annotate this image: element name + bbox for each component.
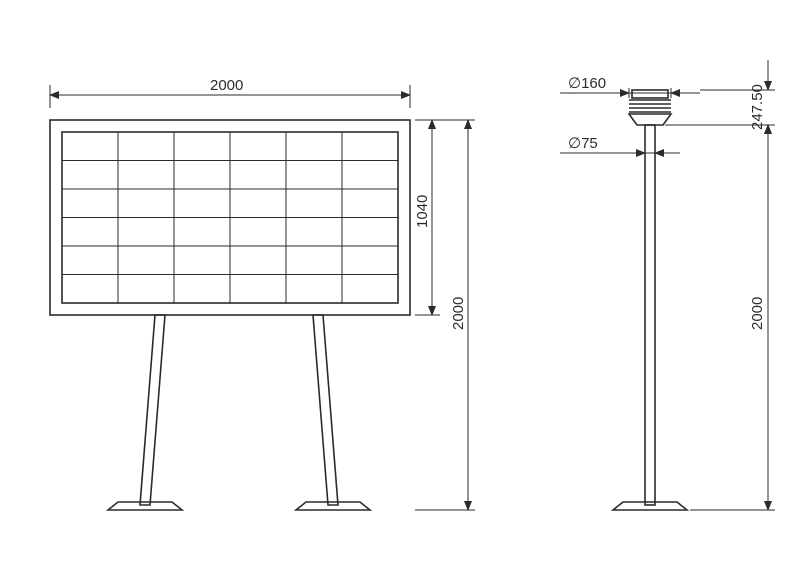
dim-head-height: 247.50 <box>665 60 775 145</box>
dim-pole-diameter: ∅75 <box>560 135 680 160</box>
engineering-drawing: 2000 1040 2000 ∅160 <box>0 0 800 563</box>
dim-head-height-label: 247.50 <box>749 84 766 130</box>
front-post-right <box>296 315 370 510</box>
dim-head-diameter: ∅160 <box>560 75 700 98</box>
side-pole <box>613 125 687 510</box>
dim-total-height-label: 2000 <box>450 297 467 330</box>
dim-width: 2000 <box>50 77 410 108</box>
dim-width-label: 2000 <box>210 77 243 94</box>
side-head <box>629 90 671 125</box>
dim-panel-height-label: 1040 <box>414 195 431 228</box>
dim-side-height-label: 2000 <box>749 297 766 330</box>
dim-pole-diameter-label: ∅75 <box>568 135 598 152</box>
dim-panel-height: 1040 <box>414 120 440 315</box>
dim-side-height: 2000 <box>690 125 775 510</box>
dim-head-diameter-label: ∅160 <box>568 75 606 92</box>
front-post-left <box>108 315 182 510</box>
